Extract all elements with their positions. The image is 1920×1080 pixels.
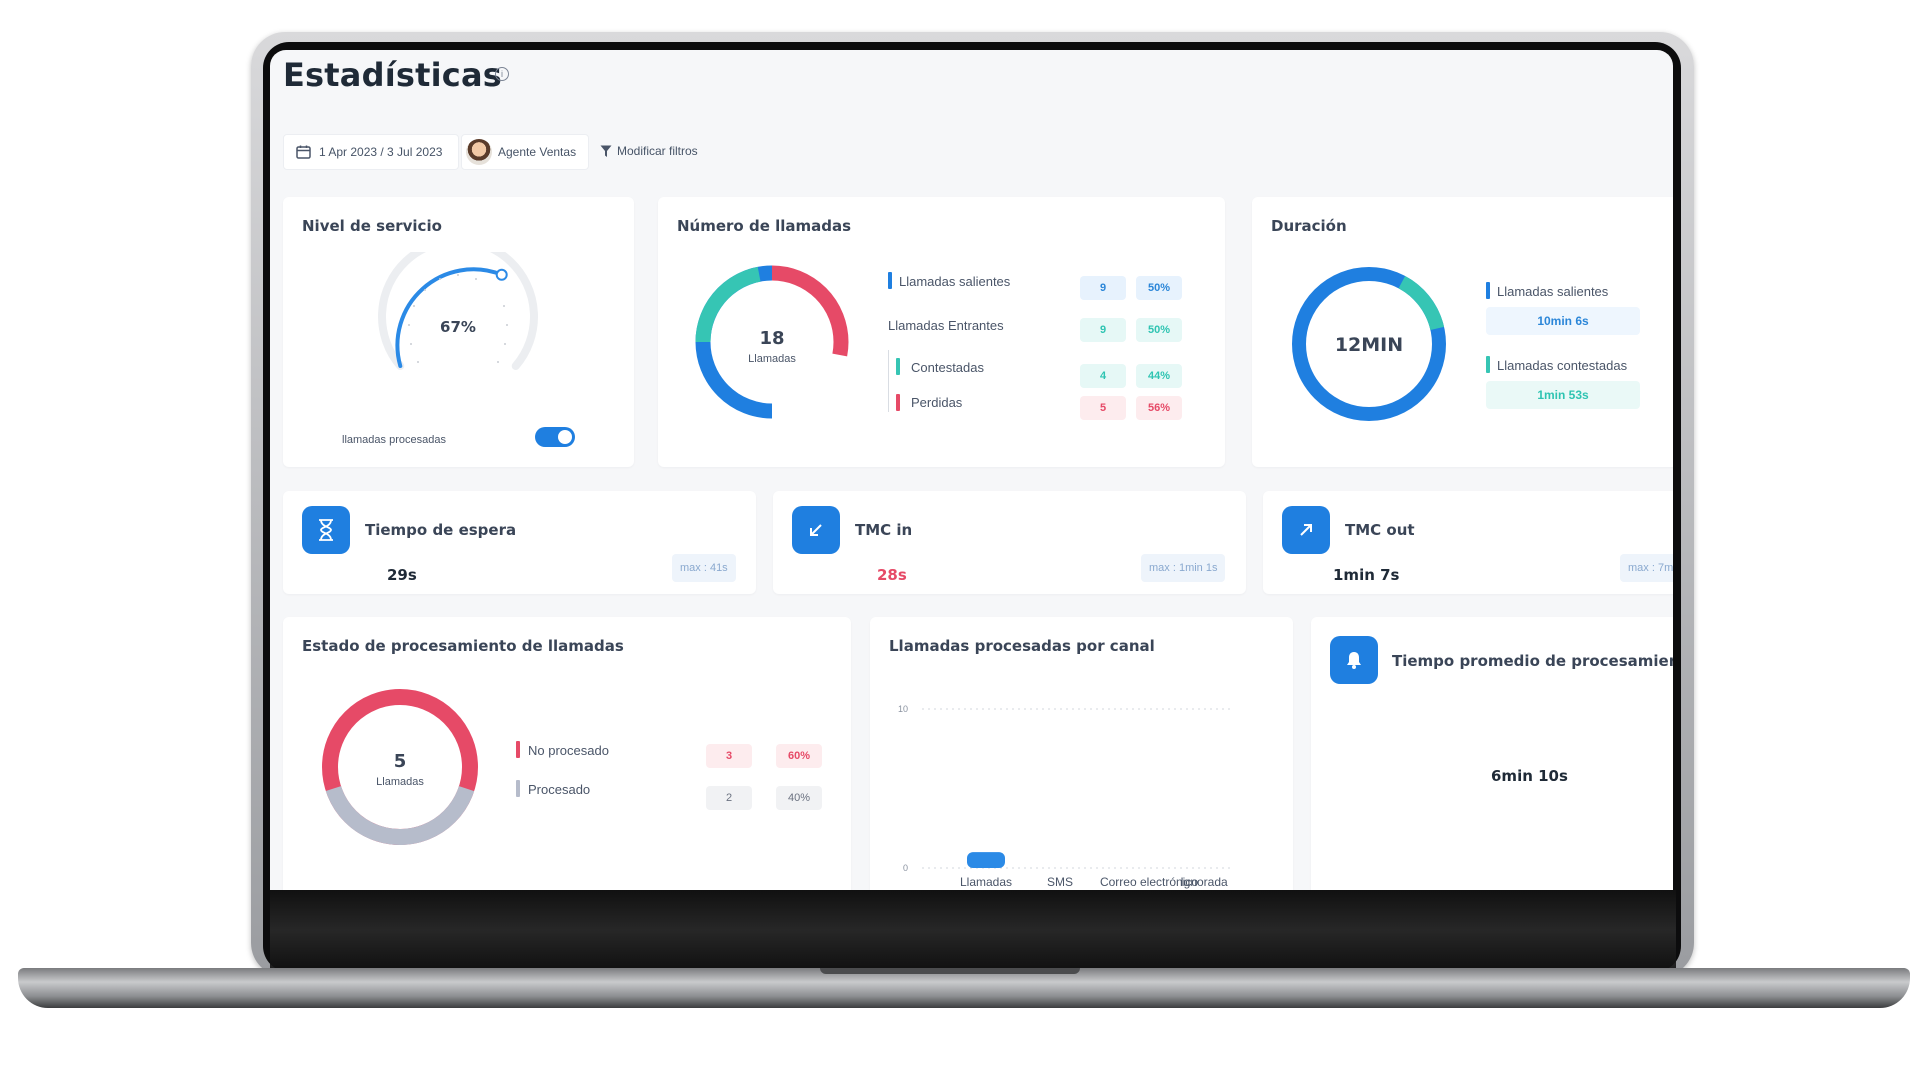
legend-outgoing: Llamadas salientes [899,274,1011,289]
legend-lost: Perdidas [911,395,963,410]
legend-marker-dur-outgoing [1486,282,1490,299]
y-tick-label: 10 [898,704,908,714]
gauge-percent: 67% [440,318,476,336]
legend-marker-dur-answered [1486,356,1490,373]
duration-donut: 12MIN [1292,267,1446,421]
kpi-card-tmc-out: TMC out 1min 7s max : 7m [1263,491,1673,594]
arrow-down-left-icon [792,506,840,554]
dashboard-screen: Estadísticas i 1 Apr 2023 / 3 Jul 2023 A… [270,50,1673,890]
x-tick-label: Correo electrónico [1100,875,1198,889]
legend-marker-not-processed [516,741,520,758]
legend-marker-answered [896,358,900,375]
keyboard-reflection [270,890,1676,970]
dur-outgoing-value: 10min 6s [1486,307,1640,335]
not-processed-pct: 60% [776,744,822,768]
processed-count: 2 [706,786,752,810]
modify-filters-button[interactable]: Modificar filtros [596,134,730,168]
toggle-label: llamadas procesadas [342,434,446,446]
hourglass-icon [302,506,350,554]
dur-outgoing-label: Llamadas salientes [1497,284,1609,299]
not-processed-count: 3 [706,744,752,768]
calls-count-card: Número de llamadas 18 Llamadas Llamadas … [658,197,1225,467]
processed-calls-toggle[interactable] [535,427,575,447]
outgoing-count: 9 [1080,276,1126,300]
processing-status-card: Estado de procesamiento de llamadas 5 Ll… [283,617,851,890]
legend-marker-outgoing [888,272,892,289]
kpi-card-wait-time: Tiempo de espera 29s max : 41s [283,491,756,594]
arrow-up-right-icon [1282,506,1330,554]
calls-total-label: Llamadas [748,353,796,365]
date-range-chip[interactable]: 1 Apr 2023 / 3 Jul 2023 [283,134,459,170]
calls-donut: 18 Llamadas [695,265,849,419]
answered-pct: 44% [1136,364,1182,388]
duration-title: Duración [1271,217,1347,235]
modify-filters-label: Modificar filtros [617,144,698,158]
legend-answered: Contestadas [911,360,984,375]
calls-count-title: Número de llamadas [677,217,852,235]
outgoing-pct: 50% [1136,276,1182,300]
legend-marker-processed [516,780,520,797]
laptop-notch [820,968,1080,974]
x-tick-label: Llamadas [960,875,1012,889]
kpi-wait-value: 29s [387,566,417,584]
date-range-label: 1 Apr 2023 / 3 Jul 2023 [319,145,443,159]
legend-incoming: Llamadas Entrantes [888,318,1004,333]
y-tick-label: 0 [903,863,908,873]
avg-processing-value: 6min 10s [1491,767,1568,785]
answered-count: 4 [1080,364,1126,388]
laptop-base [18,968,1910,1008]
by-channel-title: Llamadas procesadas por canal [889,637,1155,655]
lost-pct: 56% [1136,396,1182,420]
kpi-tmc-in-value: 28s [877,566,907,584]
dur-answered-label: Llamadas contestadas [1497,358,1628,373]
kpi-tmc-out-max: max : 7m [1620,554,1673,582]
calendar-icon [296,145,311,159]
dur-answered-value: 1min 53s [1486,381,1640,409]
kpi-wait-max: max : 41s [672,554,736,582]
x-tick-label: Ignorada [1180,875,1228,889]
calls-total: 18 [759,328,784,349]
incoming-pct: 50% [1136,318,1182,342]
processing-total-label: Llamadas [376,776,424,788]
service-level-gauge: 67% [378,252,538,370]
info-icon[interactable]: i [495,67,509,81]
lost-count: 5 [1080,396,1126,420]
legend-processed: Procesado [528,782,591,797]
kpi-tmc-out-title: TMC out [1345,521,1415,539]
processing-status-title: Estado de procesamiento de llamadas [302,637,624,655]
avatar [466,139,492,165]
kpi-tmc-out-value: 1min 7s [1333,566,1400,584]
service-level-title: Nivel de servicio [302,217,442,235]
processed-pct: 40% [776,786,822,810]
agent-chip[interactable]: Agente Ventas [461,134,589,170]
avg-processing-title: Tiempo promedio de procesamiento [1392,652,1673,670]
agent-label: Agente Ventas [498,145,577,159]
processing-donut: 5 Llamadas [322,689,478,845]
processing-total: 5 [394,751,407,772]
duration-total: 12MIN [1335,334,1403,356]
avg-processing-card: Tiempo promedio de procesamiento 6min 10… [1311,617,1673,890]
bell-icon [1330,636,1378,684]
page-title: Estadísticas [283,56,502,94]
legend-not-processed: No procesado [528,743,609,758]
by-channel-card: Llamadas procesadas por canal 10 0 Llamada… [870,617,1293,890]
filter-icon [600,145,612,157]
incoming-count: 9 [1080,318,1126,342]
kpi-wait-title: Tiempo de espera [365,521,517,539]
legend-marker-lost [896,394,900,411]
kpi-card-tmc-in: TMC in 28s max : 1min 1s [773,491,1246,594]
kpi-tmc-in-max: max : 1min 1s [1141,554,1226,582]
duration-card: Duración 12MIN Llamadas salientes 10min … [1252,197,1673,467]
bar-0[interactable] [967,852,1005,868]
toggle-knob [558,430,572,444]
x-tick-label: SMS [1047,875,1073,889]
kpi-tmc-in-title: TMC in [855,521,913,539]
service-level-card: Nivel de servicio 67% llamadas procesada… [283,197,634,467]
sub-legend-divider [888,350,889,412]
